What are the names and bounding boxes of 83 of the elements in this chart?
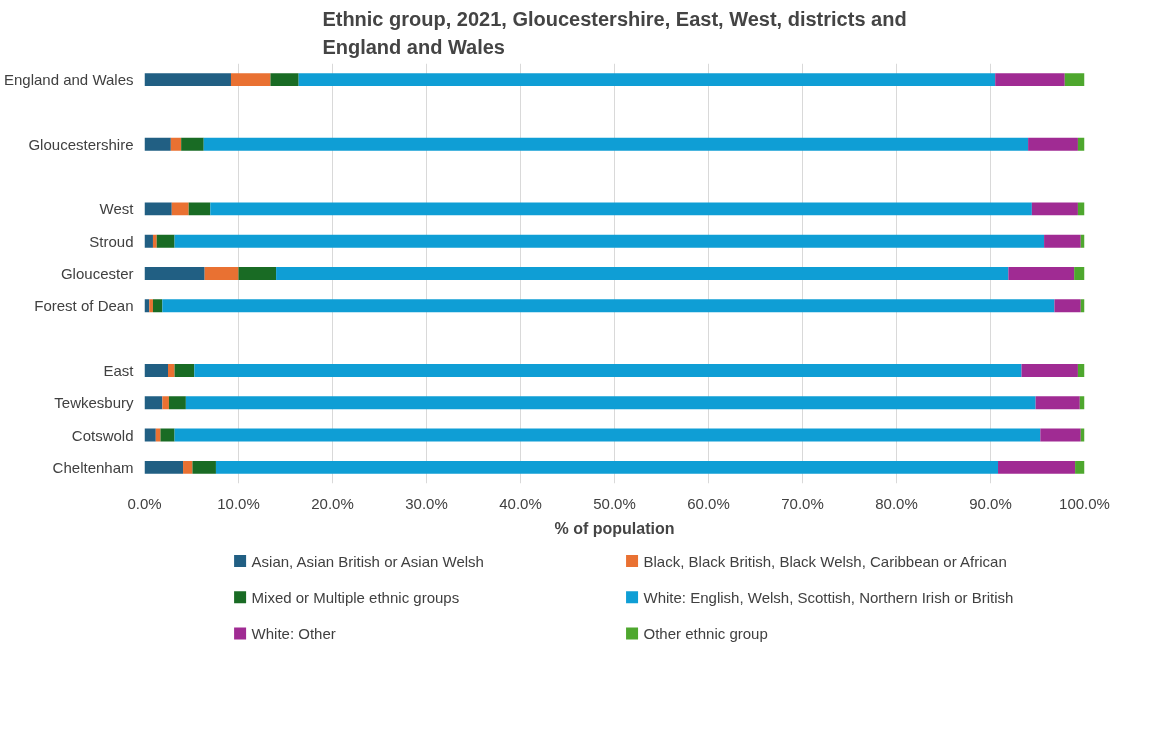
- bar: [144, 396, 163, 410]
- bar: [230, 73, 271, 87]
- bar: [210, 202, 1032, 216]
- bar: [144, 234, 153, 248]
- y-tick-label: Cheltenham: [52, 458, 134, 476]
- y-tick-label: Cotswold: [71, 426, 134, 444]
- bar: [181, 137, 204, 151]
- x-tick-label: 70.0%: [781, 494, 824, 512]
- bar: [144, 73, 231, 87]
- bar: [1008, 267, 1075, 280]
- bar: [183, 460, 193, 474]
- bar: [1054, 299, 1081, 313]
- x-tick-label: 60.0%: [687, 494, 730, 512]
- bar: [1035, 396, 1080, 410]
- y-tick-label: Stroud: [89, 232, 134, 250]
- bar: [144, 267, 205, 280]
- bar: [276, 267, 1009, 280]
- bar: [238, 267, 277, 280]
- bar: [1077, 363, 1085, 377]
- bar: [1077, 137, 1085, 151]
- bar: [215, 460, 999, 474]
- y-tick-label: Gloucestershire: [28, 135, 134, 153]
- bar: [1064, 73, 1085, 87]
- bar: [185, 396, 1036, 410]
- bar: [174, 234, 1045, 248]
- bar: [170, 137, 182, 151]
- x-tick-label: 30.0%: [405, 494, 448, 512]
- bar: [149, 299, 153, 313]
- bar: [998, 460, 1076, 474]
- chart-title: Ethnic group, 2021, Gloucestershire, East, West, districts and England and Wales: [322, 7, 907, 59]
- legend-label: Asian, Asian British or Asian Welsh: [251, 552, 484, 570]
- bar: [192, 460, 216, 474]
- bar: [162, 299, 1055, 313]
- bar: [1044, 234, 1081, 248]
- x-tick-label: 10.0%: [217, 494, 260, 512]
- bar: [1021, 363, 1078, 377]
- bar: [1077, 202, 1085, 216]
- bar: [152, 234, 157, 248]
- x-tick-label: 80.0%: [875, 494, 918, 512]
- x-tick-label: 0.0%: [127, 494, 162, 512]
- y-tick-label: England and Wales: [3, 71, 134, 89]
- bar: [1075, 460, 1085, 474]
- bar: [194, 363, 1022, 377]
- legend-label: Other ethnic group: [643, 625, 768, 643]
- bar: [1028, 137, 1078, 151]
- bar: [144, 460, 184, 474]
- bar: [162, 396, 169, 410]
- bar: [160, 428, 175, 442]
- bar: [144, 137, 171, 151]
- x-axis-title: % of population: [554, 519, 675, 537]
- bar: [144, 363, 168, 377]
- x-tick-label: 100.0%: [1059, 494, 1110, 512]
- bar: [995, 73, 1065, 87]
- bar: [1074, 267, 1085, 280]
- bar: [298, 73, 996, 87]
- bar: [174, 428, 1041, 442]
- bar: [144, 202, 172, 216]
- x-tick-label: 50.0%: [593, 494, 636, 512]
- x-tick-label: 20.0%: [311, 494, 354, 512]
- bar: [203, 137, 1029, 151]
- y-tick-label: East: [103, 361, 135, 379]
- bar: [156, 234, 175, 248]
- bar: [168, 396, 186, 410]
- bar: [168, 363, 175, 377]
- bar: [1040, 428, 1081, 442]
- legend-label: Black, Black British, Black Welsh, Caribbean or African: [643, 552, 1007, 570]
- y-tick-label: Tewkesbury: [54, 394, 134, 412]
- legend-label: White: English, Welsh, Scottish, Northern Irish or British: [643, 588, 1014, 606]
- bar: [171, 202, 189, 216]
- bar: [144, 428, 156, 442]
- bar: [270, 73, 299, 87]
- legend-label: Mixed or Multiple ethnic groups: [251, 588, 460, 606]
- y-tick-label: Forest of Dean: [34, 297, 134, 315]
- x-tick-label: 90.0%: [969, 494, 1012, 512]
- y-tick-label: West: [99, 200, 135, 218]
- legend-label: White: Other: [251, 625, 336, 643]
- bar: [174, 363, 195, 377]
- bar: [188, 202, 211, 216]
- bar: [1031, 202, 1078, 216]
- bar: [152, 299, 163, 313]
- bar: [204, 267, 239, 280]
- y-tick-label: Gloucester: [60, 265, 134, 282]
- x-tick-label: 40.0%: [499, 494, 542, 512]
